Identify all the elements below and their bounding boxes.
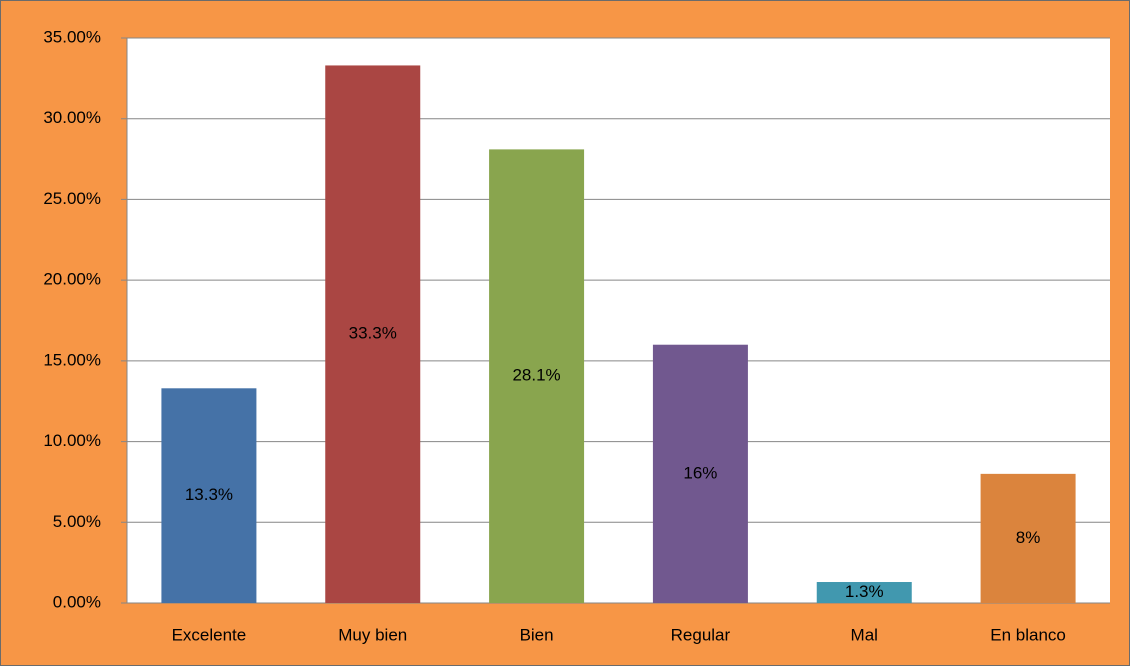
y-tick-label: 25.00% [43, 189, 101, 208]
y-tick-label: 0.00% [53, 592, 101, 611]
value-label: 33.3% [349, 324, 397, 343]
x-tick-label: Bien [520, 625, 554, 644]
value-label: 13.3% [185, 485, 233, 504]
plot-area [127, 38, 1110, 603]
x-tick-label: Muy bien [338, 625, 407, 644]
value-label: 1.3% [845, 582, 884, 601]
bar [652, 344, 748, 603]
y-tick-label: 35.00% [43, 27, 101, 46]
value-label: 8% [1016, 528, 1041, 547]
bar [980, 473, 1076, 603]
y-tick-label: 5.00% [53, 512, 101, 531]
x-tick-label: Mal [851, 625, 878, 644]
y-tick-label: 20.00% [43, 270, 101, 289]
value-label: 28.1% [512, 366, 560, 385]
y-tick-label: 15.00% [43, 350, 101, 369]
x-tick-label: Regular [671, 625, 731, 644]
bar [489, 149, 585, 603]
value-label: 16% [683, 463, 717, 482]
x-tick-label: Excelente [172, 625, 247, 644]
bar [325, 65, 421, 603]
bar [161, 388, 257, 603]
bar [816, 582, 912, 603]
y-tick-label: 30.00% [43, 108, 101, 127]
x-tick-label: En blanco [990, 625, 1066, 644]
y-tick-label: 10.00% [43, 431, 101, 450]
